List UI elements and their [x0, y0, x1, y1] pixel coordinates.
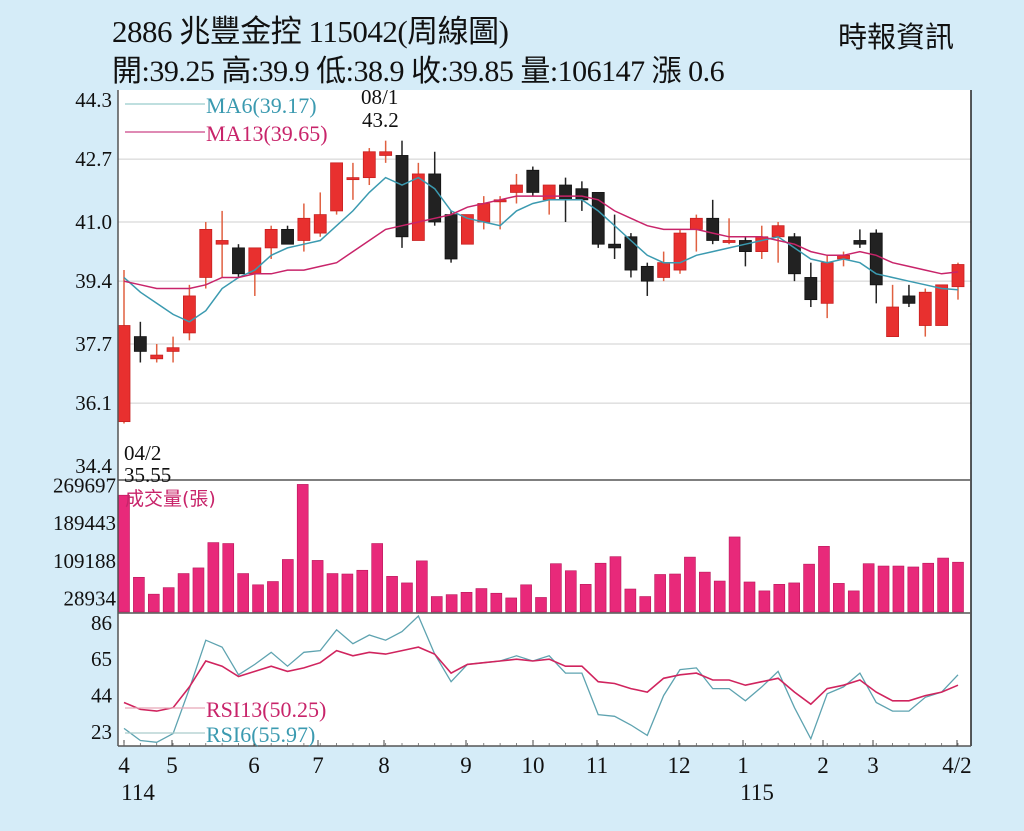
- x-tick-label: 8: [378, 753, 390, 778]
- x-tick-label: 9: [460, 753, 472, 778]
- x-tick-year: 114: [121, 780, 155, 805]
- x-tick-label: 1: [737, 753, 749, 778]
- x-tick-label: 5: [166, 753, 178, 778]
- volume-tick: 269697: [53, 473, 116, 497]
- price-tick: 44.3: [75, 88, 112, 112]
- ma13-legend: MA13(39.65): [206, 121, 328, 146]
- price-tick: 41.0: [75, 210, 112, 234]
- x-tick-label: 11: [586, 753, 608, 778]
- x-tick-label: 10: [522, 753, 545, 778]
- price-tick: 42.7: [75, 147, 112, 171]
- rsi-lines: [123, 614, 959, 743]
- rsi13-legend: RSI13(50.25): [206, 697, 326, 722]
- price-tick: 34.4: [75, 454, 112, 478]
- x-tick-label: 6: [248, 753, 260, 778]
- rsi-tick: 23: [91, 720, 112, 744]
- panel-frames: [117, 90, 972, 747]
- x-tick-label: 7: [312, 753, 324, 778]
- low-date-annotation: 04/2: [124, 441, 161, 465]
- source-label: 時報資訊: [838, 20, 955, 54]
- chart-title: 2886 兆豐金控 115042(周線圖): [112, 14, 509, 49]
- rsi-tick: 65: [91, 647, 112, 671]
- price-tick: 36.1: [75, 391, 112, 415]
- low-value-annotation: 35.55: [124, 463, 171, 487]
- x-tick-year: 115: [740, 780, 774, 805]
- volume-tick: 28934: [64, 586, 117, 610]
- volume-title: 成交量(張): [125, 488, 216, 510]
- moving-averages: [123, 176, 959, 323]
- volume-tick: 189443: [53, 511, 116, 535]
- rsi-tick: 86: [91, 611, 112, 635]
- ohlc-summary: 開:39.25 高:39.9 低:38.9 收:39.85 量:106147 漲…: [112, 55, 725, 88]
- price-panel: [118, 90, 971, 480]
- ma6-legend: MA6(39.17): [206, 93, 317, 118]
- volume-tick: 109188: [53, 549, 116, 573]
- rsi-panel: [118, 613, 971, 746]
- x-tick-label: 2: [817, 753, 829, 778]
- volume-bars: [118, 484, 964, 613]
- x-tick-label: 12: [668, 753, 691, 778]
- x-tick-label: 4: [118, 753, 130, 778]
- high-date-annotation: 08/1: [361, 85, 398, 109]
- rsi6-legend: RSI6(55.97): [206, 722, 315, 747]
- high-value-annotation: 43.2: [362, 108, 399, 132]
- price-tick: 37.7: [75, 332, 112, 356]
- rsi-tick: 44: [91, 684, 113, 708]
- x-tick-label: 3: [867, 753, 879, 778]
- x-tick-label: 4/2: [942, 753, 971, 778]
- price-tick: 39.4: [75, 269, 112, 293]
